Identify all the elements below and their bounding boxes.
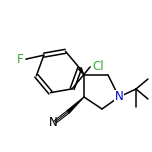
Text: Cl: Cl: [92, 60, 104, 73]
Text: N: N: [115, 90, 123, 104]
Text: N: N: [49, 116, 57, 130]
Polygon shape: [78, 67, 84, 75]
Text: F: F: [17, 53, 24, 66]
Polygon shape: [67, 97, 84, 113]
